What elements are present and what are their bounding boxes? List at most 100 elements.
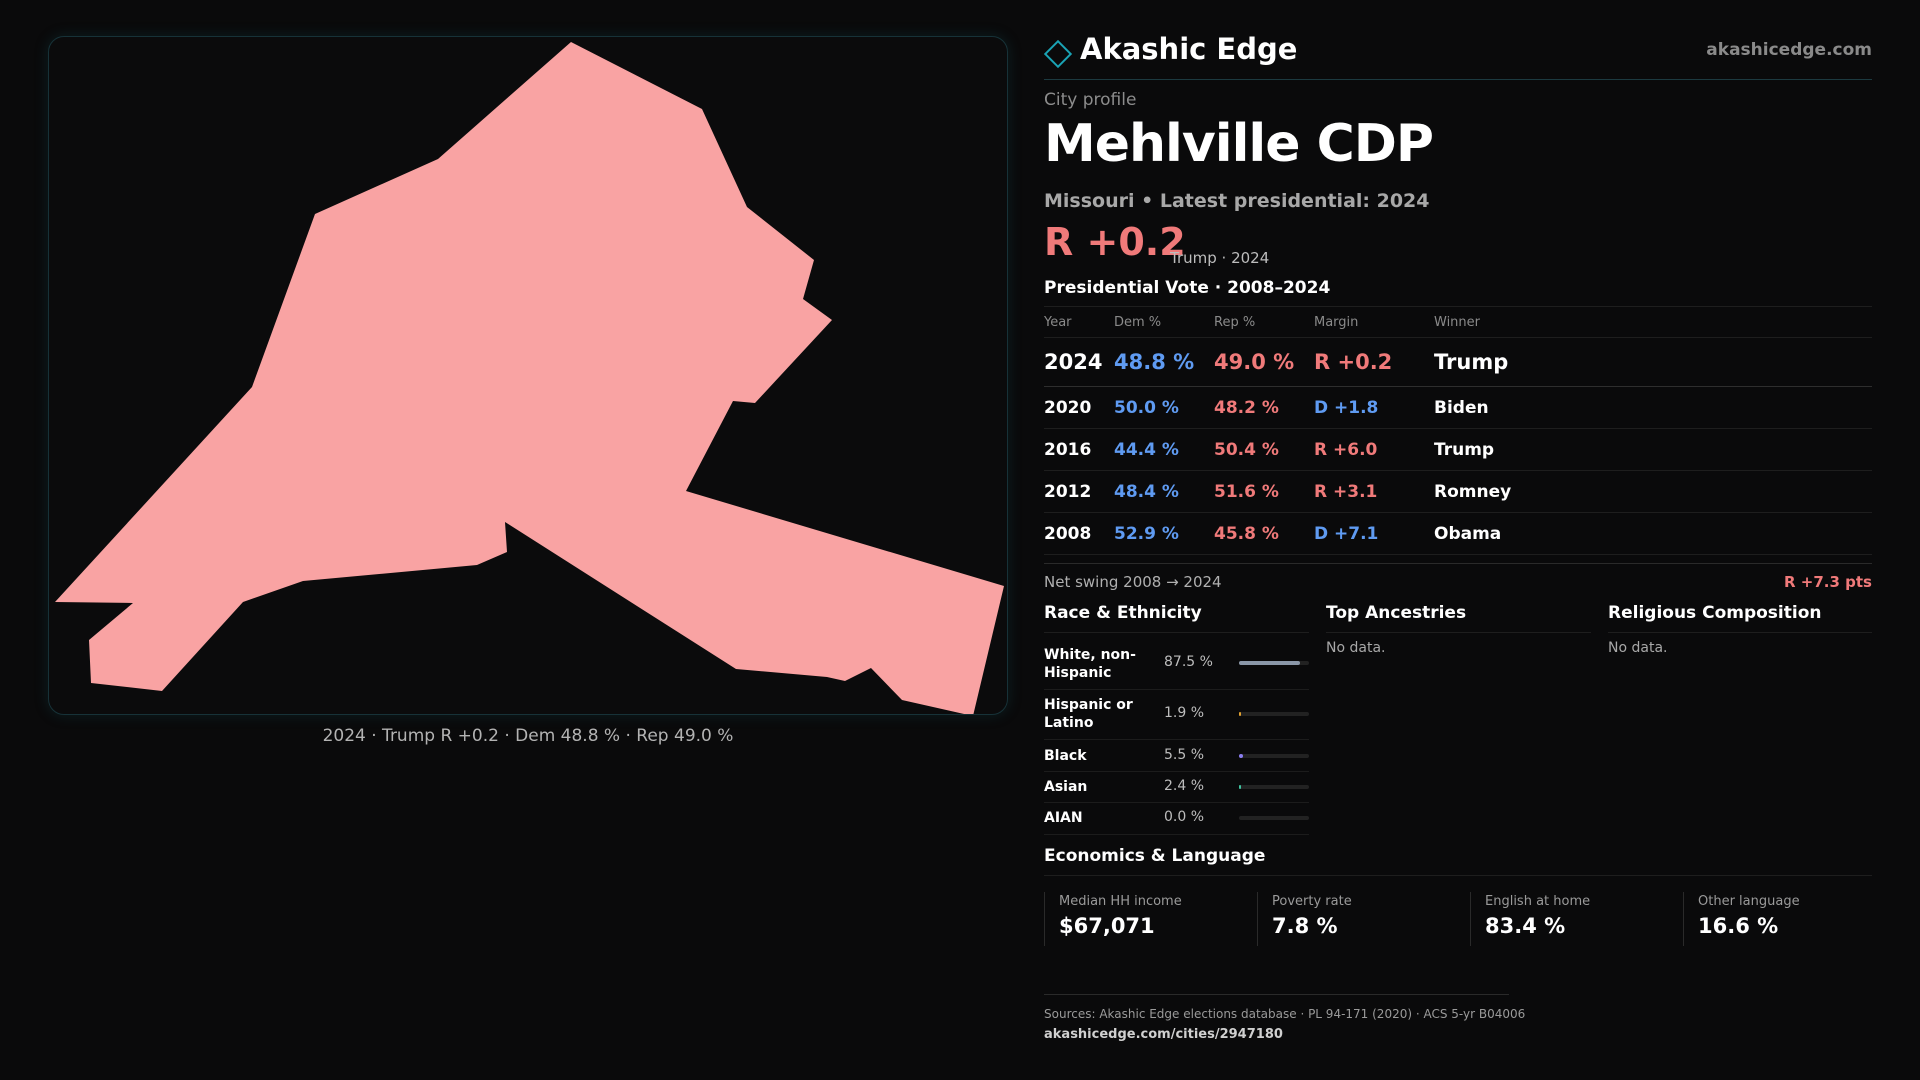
economics-divider <box>1044 875 1872 876</box>
cell-rep: 50.4 % <box>1214 440 1279 460</box>
table-row: 2020 50.0 % 48.2 % D +1.8 Biden <box>1044 387 1872 429</box>
cell-dem: 50.0 % <box>1114 398 1179 418</box>
vote-section-title: Presidential Vote · 2008–2024 <box>1044 278 1331 298</box>
cell-margin: R +0.2 <box>1314 350 1393 374</box>
headline-margin: R +0.2 <box>1044 220 1186 264</box>
race-bar <box>1239 816 1309 820</box>
race-bar-fill <box>1239 785 1242 789</box>
religion-empty: No data. <box>1608 640 1668 656</box>
econ-label: Median HH income <box>1059 894 1182 909</box>
page-kicker: City profile <box>1044 90 1137 110</box>
table-row: 2012 48.4 % 51.6 % R +3.1 Romney <box>1044 471 1872 513</box>
cell-year: 2020 <box>1044 398 1092 418</box>
cell-margin: R +3.1 <box>1314 482 1378 502</box>
cell-margin: R +6.0 <box>1314 440 1378 460</box>
brand-url-link[interactable]: akashicedge.com <box>1706 40 1872 60</box>
cell-dem: 44.4 % <box>1114 440 1179 460</box>
cell-year: 2024 <box>1044 350 1103 374</box>
page-subtitle: Missouri • Latest presidential: 2024 <box>1044 190 1430 212</box>
table-row: 2024 48.8 % 49.0 % R +0.2 Trump <box>1044 338 1872 387</box>
header-rep: Rep % <box>1214 315 1256 330</box>
cell-rep: 51.6 % <box>1214 482 1279 502</box>
header-winner: Winner <box>1434 315 1481 330</box>
econ-label: English at home <box>1485 894 1591 909</box>
race-divider <box>1044 632 1309 633</box>
econ-value: $67,071 <box>1059 914 1155 938</box>
boundary-map <box>48 36 1008 715</box>
city-boundary-shape <box>55 42 1004 714</box>
race-label: White, non-Hispanic <box>1044 647 1136 681</box>
vote-table: Year Dem % Rep % Margin Winner 2024 48.8… <box>1044 306 1872 555</box>
ancestry-section-title: Top Ancestries <box>1326 603 1467 623</box>
diamond-logo-icon <box>1043 39 1073 69</box>
city-boundary-svg <box>55 42 1004 714</box>
race-label: AIAN <box>1044 810 1083 826</box>
religion-divider <box>1608 632 1872 633</box>
brand-header: Akashic Edge akashicedge.com <box>1043 32 1872 80</box>
headline-winner: Trump · 2024 <box>1170 249 1270 267</box>
header-dem: Dem % <box>1114 315 1162 330</box>
cell-year: 2016 <box>1044 440 1092 460</box>
race-bar <box>1239 661 1309 665</box>
race-bar-fill <box>1239 712 1242 716</box>
ancestry-divider <box>1326 632 1591 633</box>
header-year: Year <box>1044 315 1072 330</box>
race-bar <box>1239 712 1309 716</box>
brand-name: Akashic Edge <box>1080 32 1298 66</box>
cell-margin: D +1.8 <box>1314 398 1379 418</box>
cell-winner: Obama <box>1434 524 1502 544</box>
net-swing-label: Net swing 2008 → 2024 <box>1044 573 1222 591</box>
cell-dem: 48.8 % <box>1114 350 1195 374</box>
cell-dem: 48.4 % <box>1114 482 1179 502</box>
race-value: 1.9 % <box>1164 705 1205 721</box>
econ-card-income: Median HH income $67,071 <box>1044 892 1244 946</box>
race-section-title: Race & Ethnicity <box>1044 603 1202 623</box>
race-bar <box>1239 785 1309 789</box>
table-row: 2008 52.9 % 45.8 % D +7.1 Obama <box>1044 513 1872 555</box>
cell-year: 2012 <box>1044 482 1092 502</box>
page-title: Mehlville CDP <box>1044 114 1434 174</box>
cell-dem: 52.9 % <box>1114 524 1179 544</box>
race-label: Asian <box>1044 779 1088 795</box>
cell-margin: D +7.1 <box>1314 524 1379 544</box>
race-bar <box>1239 754 1309 758</box>
cell-rep: 49.0 % <box>1214 350 1295 374</box>
race-row: White, non-Hispanic 87.5 % <box>1044 640 1309 690</box>
net-swing-row: Net swing 2008 → 2024 R +7.3 pts <box>1044 563 1872 593</box>
race-value: 87.5 % <box>1164 654 1213 670</box>
econ-value: 83.4 % <box>1485 914 1566 938</box>
race-value: 2.4 % <box>1164 778 1205 794</box>
race-value: 5.5 % <box>1164 747 1205 763</box>
race-row: Hispanic or Latino 1.9 % <box>1044 690 1309 740</box>
sources-text: Sources: Akashic Edge elections database… <box>1044 1007 1526 1021</box>
cell-winner: Biden <box>1434 398 1489 418</box>
sources-footer: Sources: Akashic Edge elections database… <box>1044 994 1525 1042</box>
header-margin: Margin <box>1314 315 1359 330</box>
race-row: AIAN 0.0 % <box>1044 803 1309 835</box>
econ-value: 7.8 % <box>1272 914 1338 938</box>
econ-value: 16.6 % <box>1698 914 1779 938</box>
vote-table-header: Year Dem % Rep % Margin Winner <box>1044 306 1872 338</box>
econ-card-poverty: Poverty rate 7.8 % <box>1257 892 1457 946</box>
sources-url-link[interactable]: akashicedge.com/cities/2947180 <box>1044 1027 1283 1042</box>
table-row: 2016 44.4 % 50.4 % R +6.0 Trump <box>1044 429 1872 471</box>
cell-year: 2008 <box>1044 524 1092 544</box>
race-label: Black <box>1044 748 1087 764</box>
economics-section-title: Economics & Language <box>1044 846 1266 866</box>
econ-label: Poverty rate <box>1272 894 1352 909</box>
cell-winner: Romney <box>1434 482 1512 502</box>
race-bar-fill <box>1239 754 1243 758</box>
race-value: 0.0 % <box>1164 809 1205 825</box>
ancestry-empty: No data. <box>1326 640 1386 656</box>
cell-winner: Trump <box>1434 350 1509 374</box>
cell-rep: 45.8 % <box>1214 524 1279 544</box>
race-row: Black 5.5 % <box>1044 740 1309 772</box>
net-swing-value: R +7.3 pts <box>1784 573 1872 591</box>
map-caption: 2024 · Trump R +0.2 · Dem 48.8 % · Rep 4… <box>322 726 734 746</box>
race-row: Asian 2.4 % <box>1044 772 1309 803</box>
econ-label: Other language <box>1698 894 1800 909</box>
religion-section-title: Religious Composition <box>1608 603 1822 623</box>
econ-card-other-language: Other language 16.6 % <box>1683 892 1883 946</box>
race-bar-fill <box>1239 661 1301 665</box>
race-label: Hispanic or Latino <box>1044 697 1133 731</box>
